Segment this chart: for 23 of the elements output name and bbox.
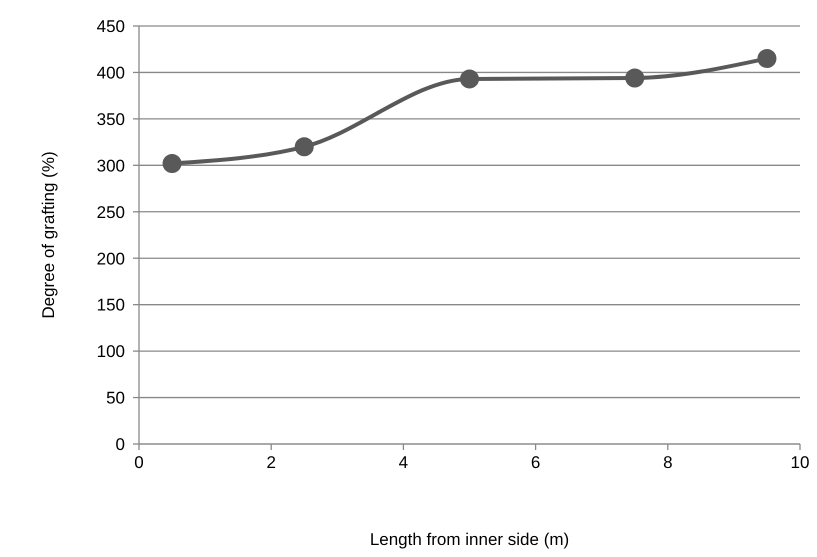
y-axis-title: Degree of grafting (%) [39,151,58,319]
y-tick-label: 0 [116,435,125,454]
y-tick-label: 300 [96,156,125,176]
point [162,154,182,173]
x-tick-label: 8 [663,453,673,472]
point [294,137,314,156]
y-tick-label: 100 [96,342,125,362]
point [757,49,776,68]
x-axis-title: Length from inner side (m) [370,530,570,549]
x-tick-label: 0 [134,453,144,472]
point [460,69,479,88]
x-tick-label: 4 [398,453,408,472]
y-tick-label: 150 [96,296,125,315]
y-tick-label: 350 [96,110,125,129]
y-tick-label: 50 [106,388,125,408]
y-tick-label: 250 [96,202,125,222]
x-tick-label: 10 [790,453,810,472]
point [625,68,644,88]
y-tick-label: 400 [96,63,125,82]
x-tick-label: 2 [266,453,276,472]
y-tick-label: 200 [96,249,125,268]
y-tick-label: 450 [96,17,125,36]
x-tick-label: 6 [530,453,540,472]
